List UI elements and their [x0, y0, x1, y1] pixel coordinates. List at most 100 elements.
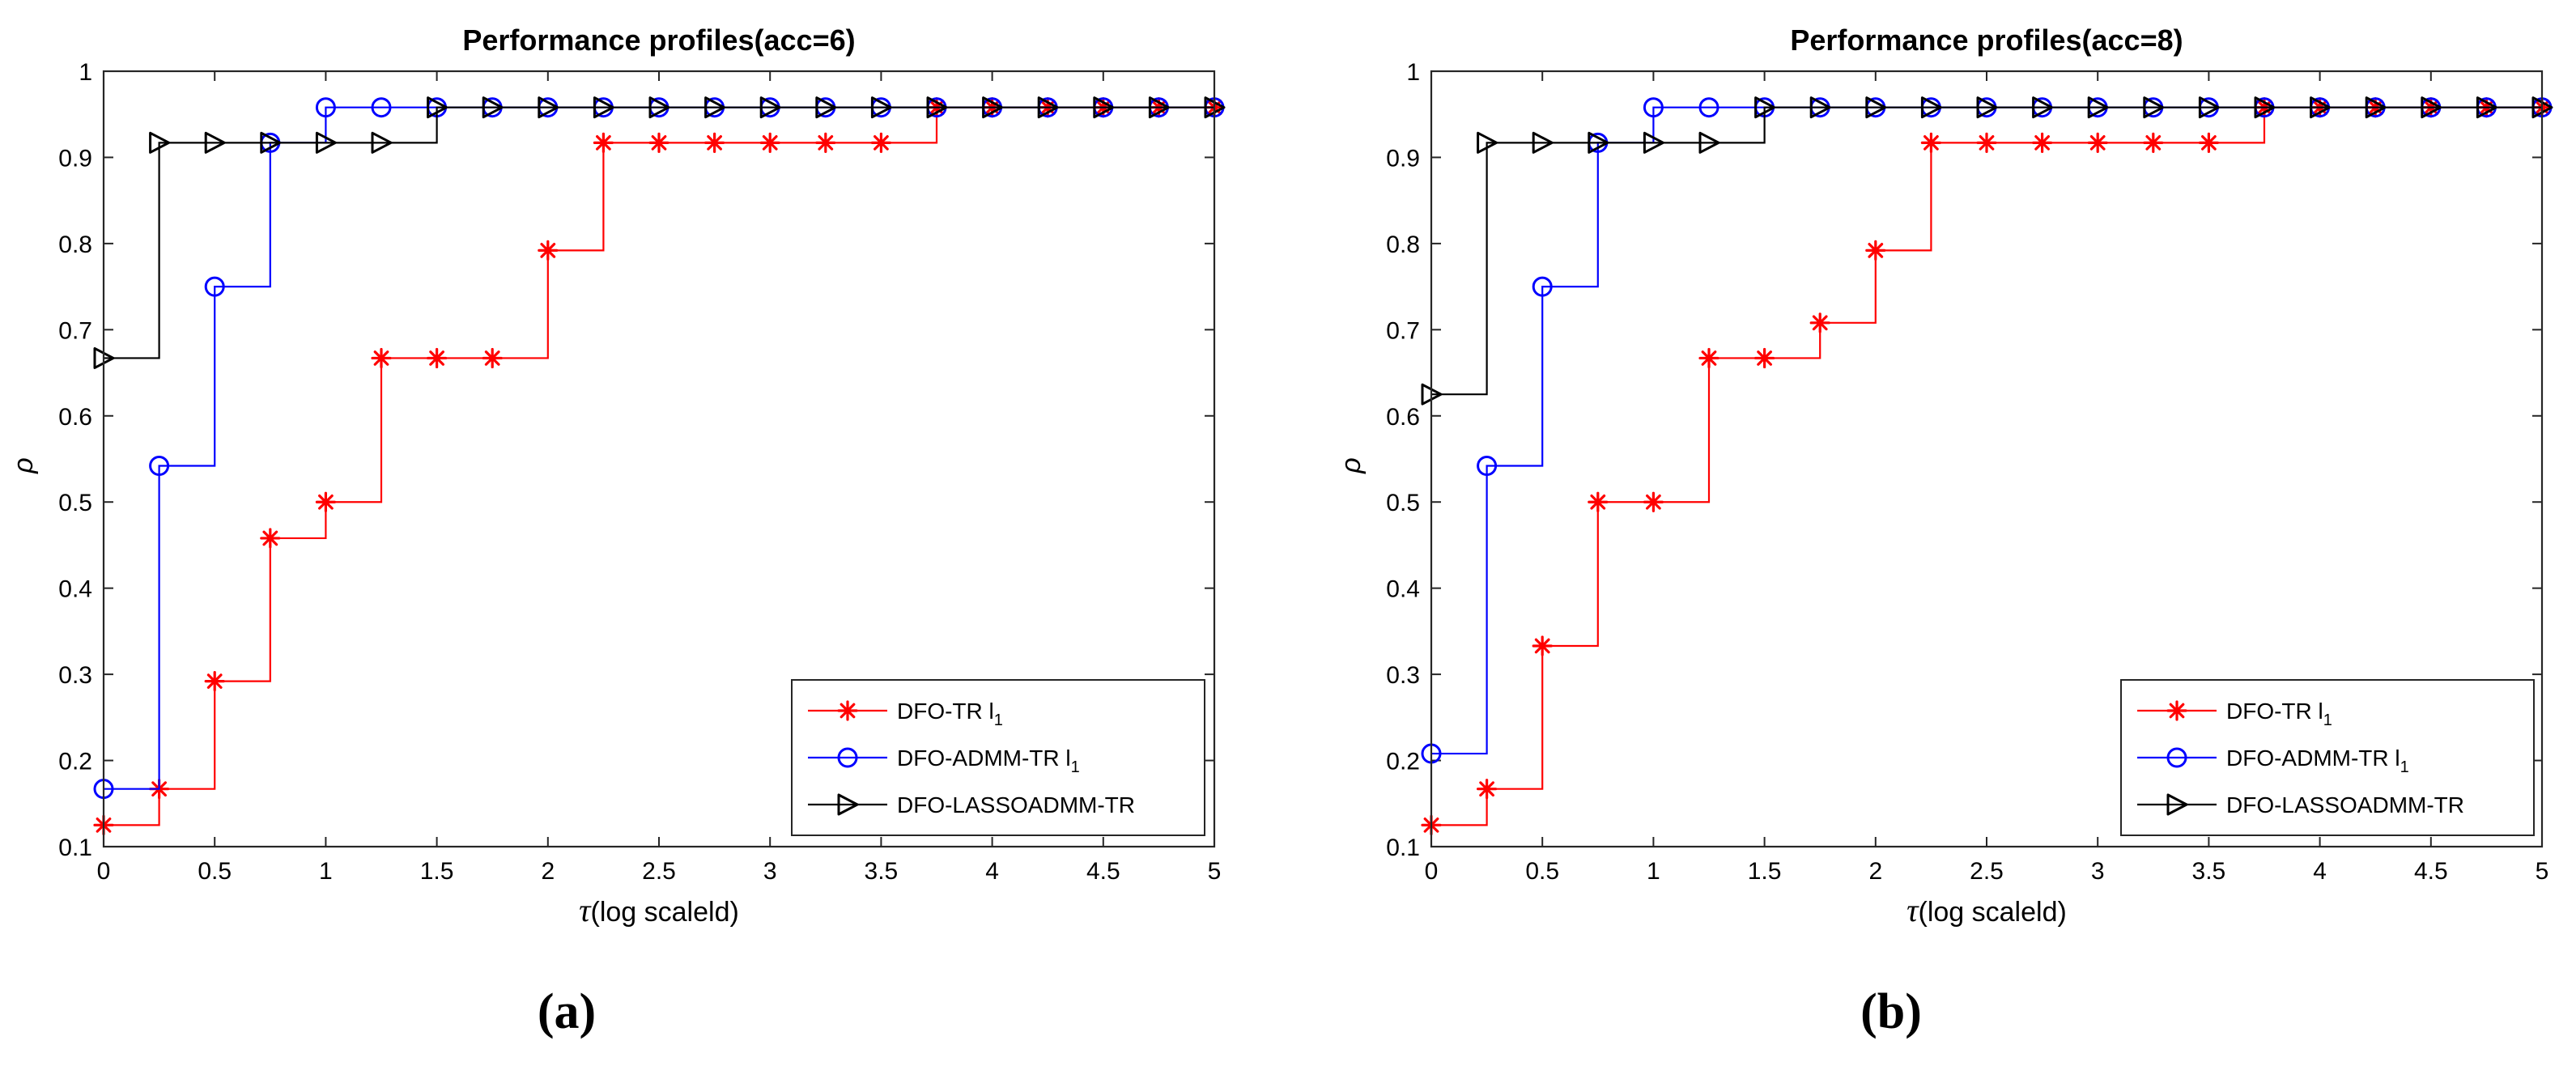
data-point: [2198, 96, 2220, 119]
data-point: [2032, 132, 2053, 153]
x-tick-label: 1: [1647, 858, 1660, 885]
chart-panel-a: Performance profiles(acc=6) 0 0.5 1 1.5 2 2.5 3…: [8, 23, 1226, 1039]
legend-marker: [2166, 700, 2187, 721]
x-axis-label: τ(log scaleld): [579, 892, 739, 928]
data-point: [2143, 96, 2165, 119]
x-axis-label: τ(log scaleld): [1906, 892, 2067, 928]
data-point: [2087, 96, 2109, 119]
data-point: [260, 528, 281, 549]
data-point: [704, 96, 726, 119]
y-axis-label: ρ: [8, 457, 39, 474]
data-point: [1643, 97, 1664, 118]
legend-marker: [837, 793, 859, 816]
data-point: [870, 96, 892, 119]
x-tick-label: 1.5: [1748, 858, 1782, 885]
y-tick-label: 0.2: [58, 749, 92, 775]
data-point: [1754, 347, 1775, 369]
legend-label: DFO-TR l1: [897, 699, 1003, 729]
x-tick-label: 2: [541, 858, 555, 885]
y-tick-label: 0.9: [58, 145, 92, 172]
legend-name: DFO-ADMM-TR l: [2226, 745, 2400, 771]
data-point: [1698, 347, 1719, 369]
data-point: [1698, 131, 1720, 154]
legend-name: DFO-ADMM-TR l: [897, 745, 1071, 771]
legend-marker: [837, 747, 858, 768]
data-point: [204, 131, 226, 154]
data-point: [2476, 96, 2497, 119]
y-tick-label: 0.7: [58, 317, 92, 344]
y-tick-label: 0.4: [1386, 576, 1420, 603]
legend-label: DFO-LASSOADMM-TR: [897, 792, 1135, 818]
chart-title: Performance profiles(acc=8): [1790, 23, 2183, 57]
series-line: [1431, 106, 2542, 396]
y-tick-label: 1: [79, 59, 92, 86]
data-point: [538, 96, 559, 119]
legend-subscript: 1: [1071, 758, 1080, 776]
data-point: [648, 96, 670, 119]
data-point: [2254, 96, 2276, 119]
data-point: [1976, 96, 1998, 119]
x-axis-text: (log scaleld): [1919, 897, 2067, 928]
x-axis-symbol: τ: [579, 892, 592, 928]
legend-subscript: 1: [994, 711, 1003, 729]
data-point: [1865, 96, 1887, 119]
data-point: [1037, 96, 1059, 119]
series-line: [1431, 106, 2542, 755]
data-point: [482, 347, 503, 369]
legend-label: DFO-LASSOADMM-TR: [2226, 792, 2464, 818]
legend-label: DFO-ADMM-TR l1: [897, 745, 1080, 776]
data-point: [1976, 132, 1997, 153]
x-tick-label: 3: [2091, 858, 2105, 885]
data-point: [1532, 131, 1554, 154]
data-point: [204, 276, 225, 297]
data-point: [1477, 456, 1498, 477]
data-point: [1477, 131, 1498, 154]
x-tick-label: 2.5: [642, 858, 676, 885]
series-2: [1421, 97, 2553, 764]
data-point: [1809, 96, 1831, 119]
data-point: [1476, 779, 1498, 800]
y-tick-label: 0.7: [1386, 317, 1420, 344]
data-point: [371, 97, 392, 118]
data-point: [1093, 96, 1115, 119]
data-point: [426, 347, 448, 369]
data-point: [315, 97, 336, 118]
data-point: [982, 96, 1004, 119]
x-tick-label: 3: [763, 858, 777, 885]
y-tick-label: 0.6: [58, 404, 92, 431]
caption: (b): [1860, 984, 1922, 1039]
data-point: [815, 96, 837, 119]
x-tick-label: 3.5: [2192, 858, 2226, 885]
legend-label: DFO-TR l1: [2226, 699, 2332, 729]
y-axis-label: ρ: [1336, 457, 1367, 474]
data-point: [427, 96, 448, 119]
x-tick-label: 5: [2536, 858, 2549, 885]
x-tick-label: 0.5: [198, 858, 232, 885]
data-point: [2198, 132, 2219, 153]
data-point: [2032, 96, 2054, 119]
data-point: [1698, 97, 1719, 118]
data-point: [149, 456, 170, 477]
data-point: [371, 131, 393, 154]
data-point: [759, 96, 781, 119]
series-3: [93, 96, 1226, 369]
data-point: [1643, 131, 1664, 154]
chart-panel-b: Performance profiles(acc=8) 0 0.5 1 1.5 2 2.5 3…: [1336, 23, 2553, 1039]
data-point: [315, 491, 336, 512]
legend-name: DFO-LASSOADMM-TR: [897, 792, 1135, 818]
data-point: [1532, 276, 1553, 297]
data-point: [482, 96, 504, 119]
data-point: [1588, 131, 1609, 154]
data-point: [870, 132, 892, 153]
legend-label: DFO-ADMM-TR l1: [2226, 745, 2409, 776]
caption-text: (b): [1860, 984, 1922, 1039]
x-tick-label: 1: [319, 858, 333, 885]
y-tick-label: 0.2: [1386, 749, 1420, 775]
data-point: [1920, 132, 1941, 153]
legend-subscript: 1: [2400, 758, 2409, 776]
x-axis-symbol: τ: [1906, 892, 1919, 928]
legend-marker: [837, 700, 858, 721]
data-point: [1532, 635, 1553, 656]
data-point: [371, 347, 392, 369]
series-line: [104, 106, 1214, 359]
